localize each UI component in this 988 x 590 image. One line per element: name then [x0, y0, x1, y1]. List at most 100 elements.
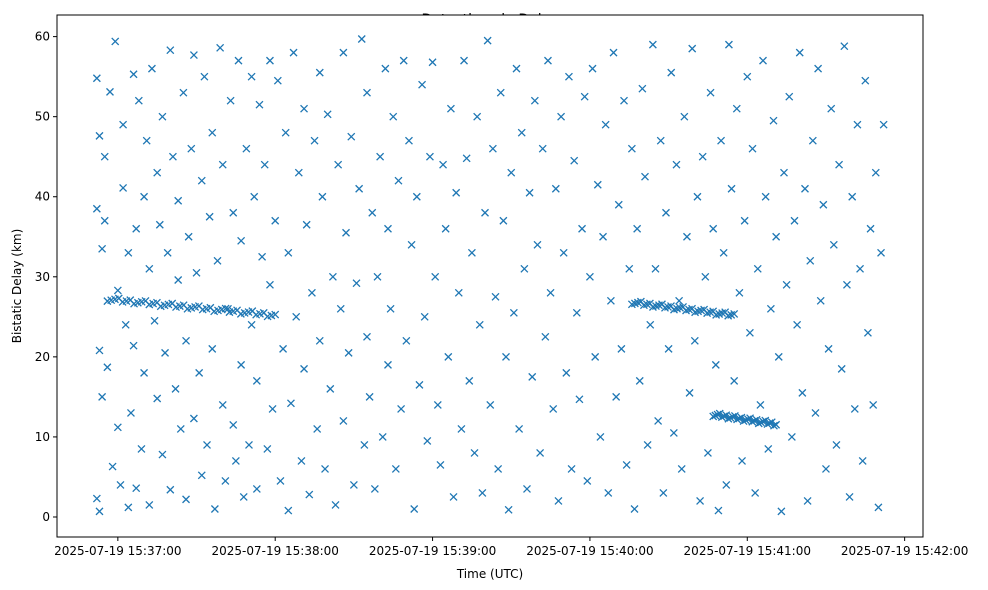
track-3-point	[756, 418, 765, 427]
data-point	[208, 128, 217, 137]
data-point	[740, 216, 749, 225]
data-point	[525, 188, 534, 197]
x-tick-label: 2025-07-19 15:40:00	[526, 544, 653, 558]
data-point	[693, 192, 702, 201]
y-tick-label: 50	[35, 110, 50, 124]
y-tick-label: 0	[42, 510, 50, 524]
data-point	[617, 344, 626, 353]
data-point	[197, 176, 206, 185]
data-point	[355, 184, 364, 193]
data-point	[877, 248, 885, 257]
data-point	[145, 264, 154, 273]
data-point	[410, 505, 419, 513]
data-point	[601, 120, 610, 129]
track-1-point	[271, 310, 280, 319]
data-point	[347, 132, 356, 141]
data-point	[454, 288, 463, 297]
data-point	[457, 424, 466, 433]
data-point	[339, 416, 348, 425]
data-point	[662, 208, 670, 217]
track-3-point	[720, 412, 728, 421]
data-point	[313, 424, 322, 433]
data-point	[583, 476, 592, 485]
data-point	[769, 116, 778, 125]
data-point	[790, 216, 799, 225]
track-2-point	[730, 309, 739, 318]
data-point	[465, 376, 474, 385]
data-point	[856, 264, 865, 273]
data-point	[606, 296, 615, 305]
data-point	[677, 464, 686, 473]
data-point	[360, 440, 369, 449]
data-point	[866, 224, 875, 233]
data-point	[803, 497, 812, 505]
data-point	[612, 392, 621, 401]
x-axis-ticks: 2025-07-19 15:37:00 2025-07-19 15:38:00 20…	[54, 537, 968, 558]
data-point	[174, 276, 183, 284]
data-point	[706, 88, 715, 97]
data-point	[153, 168, 162, 177]
data-point	[780, 168, 788, 177]
data-point	[129, 341, 138, 350]
track-3-point	[741, 416, 750, 425]
data-point	[412, 192, 421, 201]
track-3-point	[717, 413, 726, 422]
data-point	[420, 312, 429, 321]
data-point	[520, 264, 529, 273]
data-point	[688, 44, 697, 53]
data-point	[145, 501, 154, 509]
data-point	[756, 400, 765, 409]
data-point	[635, 376, 644, 385]
data-point	[507, 168, 516, 177]
data-point	[745, 328, 754, 337]
data-point	[735, 288, 744, 297]
data-point	[321, 464, 329, 473]
data-point	[627, 144, 636, 153]
track-3-point	[715, 409, 724, 418]
data-point	[567, 464, 576, 473]
data-point	[279, 344, 288, 353]
data-point	[205, 212, 214, 221]
data-point	[158, 112, 167, 121]
data-point	[515, 424, 524, 433]
data-point	[559, 248, 568, 257]
x-tick-label: 2025-07-19 15:37:00	[54, 544, 181, 558]
data-point	[722, 481, 731, 489]
data-point	[142, 136, 151, 145]
data-point	[604, 489, 613, 497]
data-point	[271, 216, 280, 225]
data-point	[197, 471, 206, 480]
data-point	[307, 288, 316, 297]
data-point	[273, 76, 282, 85]
data-point	[113, 423, 122, 432]
data-point	[300, 364, 309, 373]
data-point	[284, 506, 293, 515]
data-point	[439, 160, 448, 169]
data-point	[134, 96, 143, 105]
data-point	[381, 64, 390, 73]
data-point	[536, 448, 545, 457]
data-point	[528, 372, 537, 381]
data-point	[633, 224, 642, 233]
data-point	[239, 493, 248, 501]
data-point	[460, 56, 468, 65]
data-point	[373, 272, 382, 281]
data-point	[292, 312, 301, 321]
y-tick-label: 10	[35, 430, 50, 444]
x-axis-label: Time (UTC)	[456, 567, 523, 581]
data-point	[363, 88, 371, 97]
data-point	[446, 104, 455, 113]
data-point	[260, 160, 269, 169]
data-point	[869, 400, 878, 409]
data-point	[785, 92, 794, 101]
track-3-point	[767, 418, 776, 427]
data-point	[436, 460, 445, 469]
data-point	[638, 84, 647, 93]
data-point	[475, 320, 484, 329]
track-3-point	[726, 413, 735, 422]
data-point	[819, 200, 828, 209]
data-point	[208, 344, 217, 353]
data-point	[250, 192, 259, 201]
data-point	[795, 48, 804, 57]
